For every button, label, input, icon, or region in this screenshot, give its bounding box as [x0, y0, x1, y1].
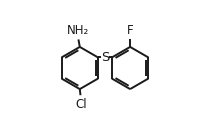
Text: Cl: Cl: [75, 98, 87, 111]
Text: NH₂: NH₂: [67, 24, 90, 37]
Text: S: S: [101, 51, 109, 64]
Text: F: F: [127, 24, 134, 37]
